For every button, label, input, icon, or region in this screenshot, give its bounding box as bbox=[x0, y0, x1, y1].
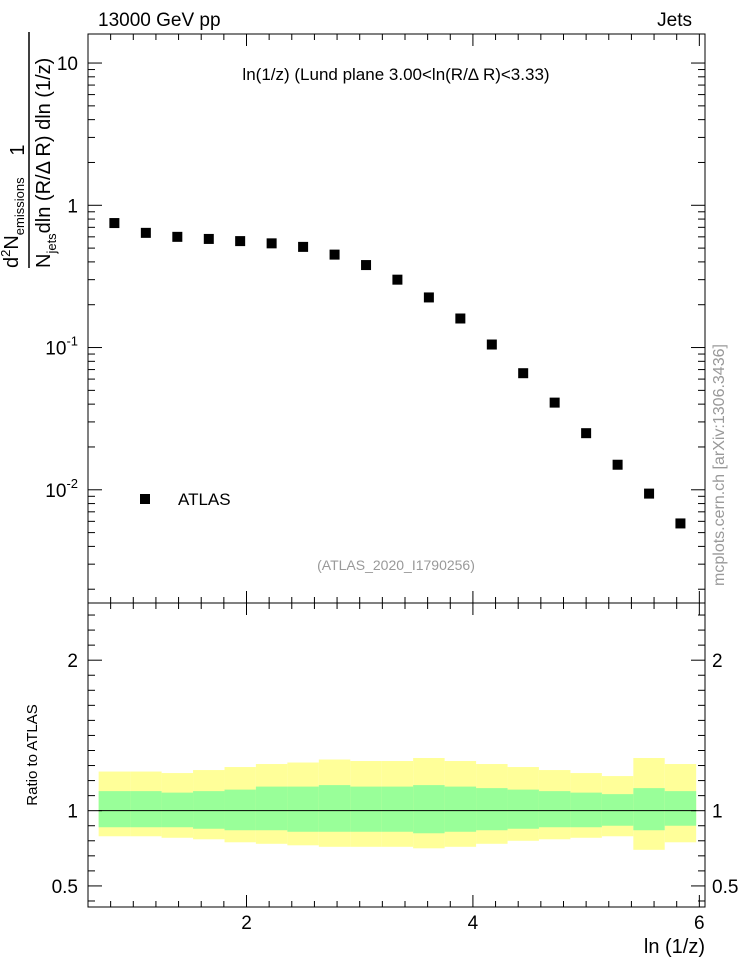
ylabel-den-rest: dln (R/Δ R) dln (1/z) bbox=[33, 58, 55, 234]
ratio-x-tick-label: 4 bbox=[468, 913, 479, 934]
atlas-data-point bbox=[612, 459, 623, 470]
ylabel-den-var: N bbox=[33, 254, 55, 268]
atlas-data-point bbox=[549, 397, 560, 408]
tick-base: 1 bbox=[67, 196, 78, 217]
ratio-y-tick-label-right: 1 bbox=[712, 802, 723, 823]
atlas-data-point bbox=[266, 238, 277, 249]
atlas-data-point bbox=[235, 236, 246, 247]
legend-marker bbox=[140, 494, 150, 504]
ratio-inner-band bbox=[538, 791, 571, 828]
legend: ATLAS bbox=[140, 490, 231, 509]
atlas-data-point bbox=[644, 488, 655, 499]
ratio-x-tick-label: 6 bbox=[694, 913, 705, 934]
ratio-inner-band bbox=[476, 788, 508, 831]
analysis-id: (ATLAS_2020_I1790256) bbox=[317, 557, 475, 573]
atlas-data-point bbox=[423, 292, 434, 303]
ratio-inner-band bbox=[193, 791, 225, 829]
main-y-tick-label: 1 bbox=[67, 196, 78, 217]
main-y-tick-label: 10-1 bbox=[45, 334, 78, 360]
atlas-data-point bbox=[486, 339, 497, 350]
energy-label: 13000 GeV pp bbox=[98, 10, 221, 31]
ratio-y-axis-label: Ratio to ATLAS bbox=[24, 704, 41, 805]
tick-exponent: -1 bbox=[66, 334, 78, 349]
ratio-y-tick-label-right: 2 bbox=[712, 651, 723, 672]
atlas-data-point bbox=[518, 368, 529, 379]
atlas-data-point bbox=[329, 249, 340, 260]
main-axis-ticks bbox=[87, 34, 705, 603]
atlas-data-point bbox=[675, 518, 686, 529]
main-y-tick-label: 10-2 bbox=[45, 476, 78, 502]
tick-base: 10 bbox=[57, 54, 78, 75]
ratio-inner-band bbox=[161, 792, 194, 828]
atlas-data-point bbox=[298, 241, 309, 252]
ratio-inner-band bbox=[130, 791, 162, 828]
ratio-inner-band bbox=[224, 789, 256, 831]
ratio-inner-band bbox=[633, 788, 665, 831]
ratio-tick-labels: 2 4 6 0.5 0.5 1 1 2 2 bbox=[52, 651, 739, 934]
main-y-axis-label: 1 d2Nemissions Njetsdln (R/Δ R) dln (1/z… bbox=[0, 32, 59, 268]
ratio-inner-band bbox=[664, 791, 697, 826]
ratio-inner-band bbox=[255, 786, 288, 831]
tick-exponent: -2 bbox=[66, 476, 78, 491]
atlas-data-point bbox=[140, 227, 151, 238]
ratio-inner-band bbox=[413, 785, 445, 834]
ratio-inner-band bbox=[287, 786, 319, 832]
ratio-inner-band bbox=[601, 794, 634, 826]
atlas-data-points bbox=[109, 218, 686, 529]
ratio-inner-band bbox=[507, 789, 539, 829]
process-label: Jets bbox=[657, 10, 692, 31]
ratio-inner-band bbox=[444, 786, 477, 832]
ratio-inner-band bbox=[350, 786, 382, 832]
ratio-y-tick-label: 2 bbox=[67, 651, 78, 672]
watermark: mcplots.cern.ch [arXiv:1306.3436] bbox=[711, 344, 728, 586]
ylabel-denominator: Njetsdln (R/Δ R) dln (1/z) bbox=[33, 58, 59, 268]
atlas-data-point bbox=[172, 231, 183, 242]
atlas-data-point bbox=[203, 233, 214, 244]
atlas-data-point bbox=[392, 274, 403, 285]
ratio-panel: 2 4 6 0.5 0.5 1 1 2 2 Ratio to ATLAS ln (1/z) bbox=[24, 602, 739, 958]
ylabel-den-sub: jets bbox=[44, 233, 59, 255]
ratio-y-tick-label: 1 bbox=[67, 802, 78, 823]
legend-label-atlas: ATLAS bbox=[178, 490, 231, 509]
ratio-inner-band bbox=[98, 791, 131, 828]
ylabel-num-sub: emissions bbox=[12, 177, 27, 235]
ratio-frame bbox=[87, 602, 706, 908]
ratio-band-layer bbox=[98, 758, 697, 850]
ylabel-numerator: d2Nemissions bbox=[0, 177, 27, 268]
atlas-data-point bbox=[581, 428, 592, 439]
ylabel-num-prefix: d bbox=[1, 257, 23, 268]
atlas-data-point bbox=[109, 218, 120, 229]
x-axis-label: ln (1/z) bbox=[644, 936, 705, 958]
tick-base: 10 bbox=[45, 481, 66, 502]
ratio-inner-band bbox=[318, 785, 351, 832]
ratio-axis-ticks bbox=[87, 603, 705, 907]
atlas-data-point bbox=[361, 260, 372, 271]
ylabel-num-power: 2 bbox=[0, 250, 13, 257]
ratio-inner-band bbox=[570, 792, 602, 828]
ylabel-num-var: N bbox=[1, 235, 23, 249]
ratio-y-tick-label-right: 0.5 bbox=[712, 877, 738, 898]
ratio-inner-band bbox=[381, 786, 414, 832]
ratio-y-tick-label: 0.5 bbox=[52, 877, 78, 898]
main-frame bbox=[87, 33, 706, 604]
tick-base: 10 bbox=[45, 339, 66, 360]
atlas-data-point bbox=[455, 313, 466, 324]
main-y-tick-label: 10 bbox=[57, 54, 78, 75]
ratio-x-tick-label: 2 bbox=[241, 913, 252, 934]
plot-title: ln(1/z) (Lund plane 3.00<ln(R/Δ R)<3.33) bbox=[242, 65, 549, 84]
ylabel-one: 1 bbox=[7, 144, 29, 155]
